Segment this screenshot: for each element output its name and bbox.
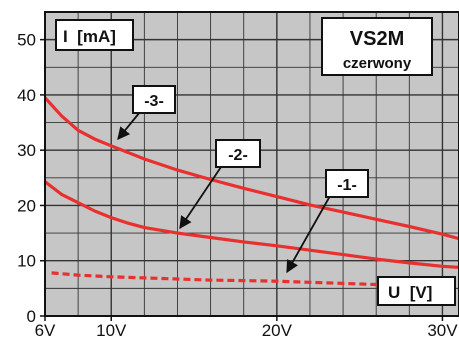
x-axis-label-box: U [V] xyxy=(377,276,456,306)
series-label-2-text: -2- xyxy=(228,147,248,164)
y-tick-label: 30 xyxy=(17,141,36,160)
series-label-2: -2- xyxy=(179,139,261,230)
plot-frame xyxy=(44,11,459,317)
y-tick-label: 50 xyxy=(17,31,36,50)
x-tick-labels: 6V 10V 20V 30V xyxy=(35,316,458,340)
x-tick-label: 10V xyxy=(96,321,127,340)
x-tick-label: 20V xyxy=(262,321,293,340)
series-label-1-text: -1- xyxy=(337,177,357,194)
title-box: VS2M czerwony xyxy=(321,17,433,76)
y-tick-labels: 0 10 20 30 40 50 xyxy=(17,31,45,326)
y-axis-label-box: I [mA] xyxy=(55,19,134,51)
y-tick-label: 40 xyxy=(17,86,36,105)
y-axis-label: I [mA] xyxy=(63,27,116,46)
y-tick-label: 0 xyxy=(27,307,36,326)
series-line-3 xyxy=(43,96,459,241)
series-line-2 xyxy=(44,180,459,269)
x-tick-label: 30V xyxy=(427,321,458,340)
series-label-3: -3- xyxy=(117,85,176,140)
y-tick-label: 10 xyxy=(17,252,36,271)
chart-subtitle: czerwony xyxy=(343,55,412,72)
plot-border xyxy=(44,11,459,317)
x-axis-label: U [V] xyxy=(388,283,432,302)
series-label-1: -1- xyxy=(286,169,369,274)
series-label-3-text: -3- xyxy=(144,93,164,110)
y-tick-label: 20 xyxy=(17,196,36,215)
chart-title: VS2M xyxy=(350,28,404,50)
x-tick-label: 6V xyxy=(35,321,56,340)
